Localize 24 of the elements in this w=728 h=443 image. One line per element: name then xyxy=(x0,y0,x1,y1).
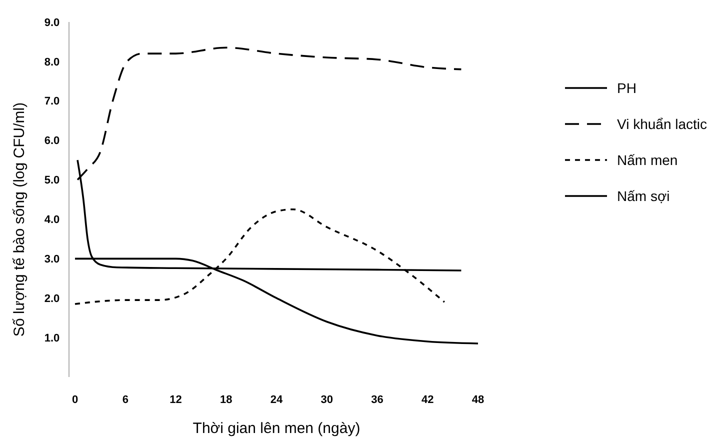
x-tick-label: 30 xyxy=(320,394,333,406)
y-tick-label: 3.0 xyxy=(44,254,60,266)
y-tick-label: 1.0 xyxy=(44,332,60,344)
y-tick-label: 6.0 xyxy=(44,135,60,148)
x-axis-title: Thời gian lên men (ngày) xyxy=(192,420,360,437)
x-tick-label: 48 xyxy=(472,394,484,406)
x-tick-label: 18 xyxy=(220,394,232,406)
y-tick-label: 8.0 xyxy=(44,56,60,68)
legend-label: Nấm men xyxy=(617,152,678,168)
y-tick-label: 7.0 xyxy=(44,96,60,108)
legend-label: Nấm sợi xyxy=(617,188,670,204)
x-tick-label: 24 xyxy=(270,394,284,406)
x-tick-label: 6 xyxy=(122,394,128,406)
y-axis-title: Số lượng tế bào sống (log CFU/ml) xyxy=(11,102,28,337)
x-tick-label: 36 xyxy=(371,394,384,406)
x-tick-label: 0 xyxy=(72,394,78,406)
y-tick-label: 2.0 xyxy=(44,292,60,305)
x-tick-label: 12 xyxy=(170,394,182,406)
y-tick-label: 5.0 xyxy=(44,174,60,187)
y-tick-label: 4.0 xyxy=(44,214,60,226)
y-tick-label: 9.0 xyxy=(44,16,60,29)
legend-label: Vi khuẩn lactic xyxy=(617,116,708,132)
x-tick-label: 42 xyxy=(422,394,434,406)
legend-label: PH xyxy=(617,80,636,96)
